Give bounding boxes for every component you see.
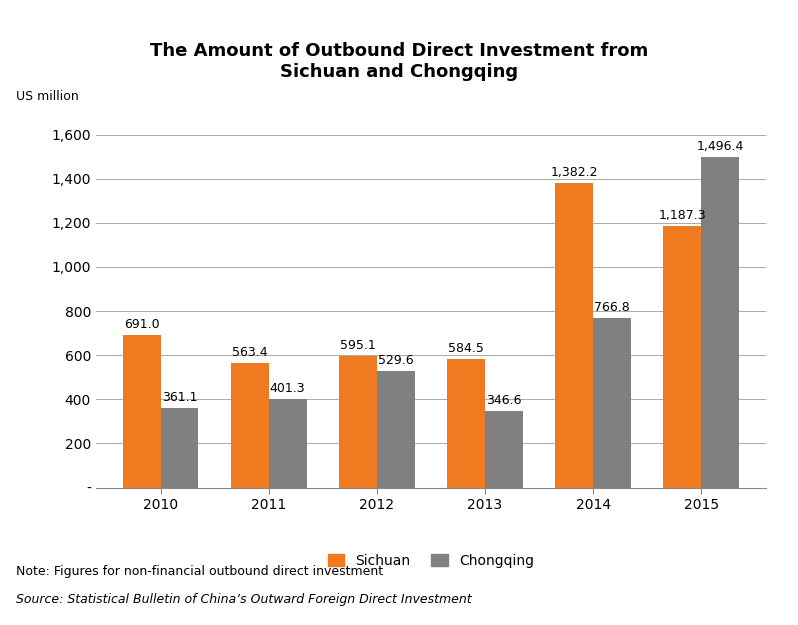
Bar [123, 335, 160, 488]
Bar [339, 356, 377, 488]
Text: Note: Figures for non-financial outbound direct investment: Note: Figures for non-financial outbound… [16, 565, 383, 578]
Text: Source: Statistical Bulletin of China’s Outward Foreign Direct Investment: Source: Statistical Bulletin of China’s … [16, 593, 472, 606]
Text: 361.1: 361.1 [162, 391, 197, 404]
Bar [485, 411, 523, 488]
Bar [447, 359, 485, 488]
Legend: Sichuan, Chongqing: Sichuan, Chongqing [321, 547, 541, 575]
Text: 1,382.2: 1,382.2 [551, 166, 598, 179]
Bar [555, 182, 593, 488]
Text: 691.0: 691.0 [124, 318, 160, 331]
Bar [269, 399, 306, 488]
Bar [231, 363, 269, 488]
Bar [377, 371, 415, 488]
Text: 346.6: 346.6 [486, 394, 522, 407]
Text: 401.3: 401.3 [270, 382, 306, 395]
Bar [701, 158, 739, 488]
Text: 1,187.3: 1,187.3 [658, 209, 706, 222]
Text: US million: US million [16, 90, 79, 103]
Bar [160, 408, 199, 488]
Bar [593, 318, 631, 488]
Text: The Amount of Outbound Direct Investment from
Sichuan and Chongqing: The Amount of Outbound Direct Investment… [150, 42, 648, 81]
Text: 1,496.4: 1,496.4 [697, 141, 744, 154]
Text: 595.1: 595.1 [340, 339, 376, 352]
Text: 529.6: 529.6 [378, 354, 413, 367]
Bar [663, 226, 701, 488]
Text: 584.5: 584.5 [448, 342, 484, 354]
Text: 766.8: 766.8 [595, 301, 630, 314]
Text: 563.4: 563.4 [232, 346, 267, 359]
